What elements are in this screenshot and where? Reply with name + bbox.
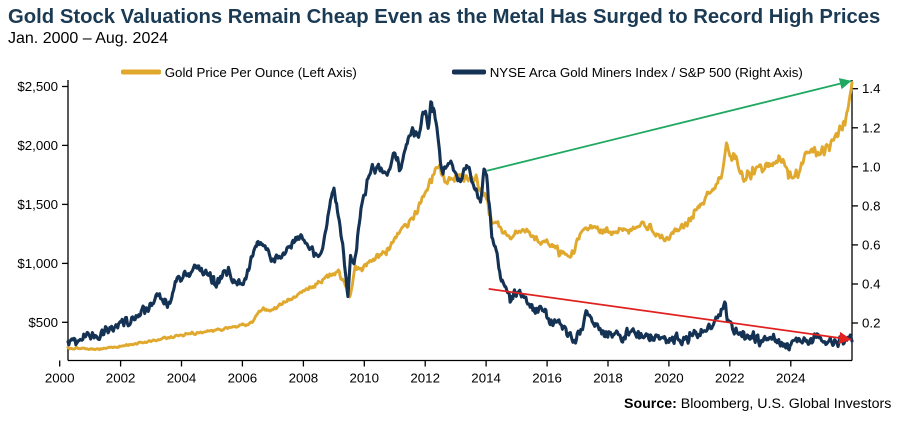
svg-text:$1,500: $1,500: [17, 197, 58, 212]
svg-text:2022: 2022: [715, 371, 745, 386]
svg-text:2002: 2002: [106, 371, 136, 386]
svg-text:2012: 2012: [410, 371, 440, 386]
svg-text:2010: 2010: [350, 371, 380, 386]
svg-text:2006: 2006: [228, 371, 258, 386]
svg-text:2004: 2004: [167, 371, 197, 386]
svg-text:0.4: 0.4: [862, 277, 881, 292]
svg-text:2024: 2024: [776, 371, 806, 386]
svg-text:1.2: 1.2: [862, 120, 881, 135]
svg-text:$1,000: $1,000: [17, 256, 58, 271]
svg-text:1.0: 1.0: [862, 159, 881, 174]
svg-text:2014: 2014: [471, 371, 501, 386]
svg-text:0.8: 0.8: [862, 198, 881, 213]
svg-text:2000: 2000: [45, 371, 75, 386]
svg-text:$2,500: $2,500: [17, 79, 58, 94]
svg-text:$2,000: $2,000: [17, 138, 58, 153]
svg-text:0.2: 0.2: [862, 316, 881, 331]
svg-text:0.6: 0.6: [862, 237, 881, 252]
svg-text:$500: $500: [28, 315, 58, 330]
svg-text:2016: 2016: [532, 371, 562, 386]
svg-text:2018: 2018: [593, 371, 623, 386]
svg-text:2008: 2008: [289, 371, 319, 386]
svg-text:1.4: 1.4: [862, 81, 881, 96]
svg-text:2020: 2020: [654, 371, 684, 386]
